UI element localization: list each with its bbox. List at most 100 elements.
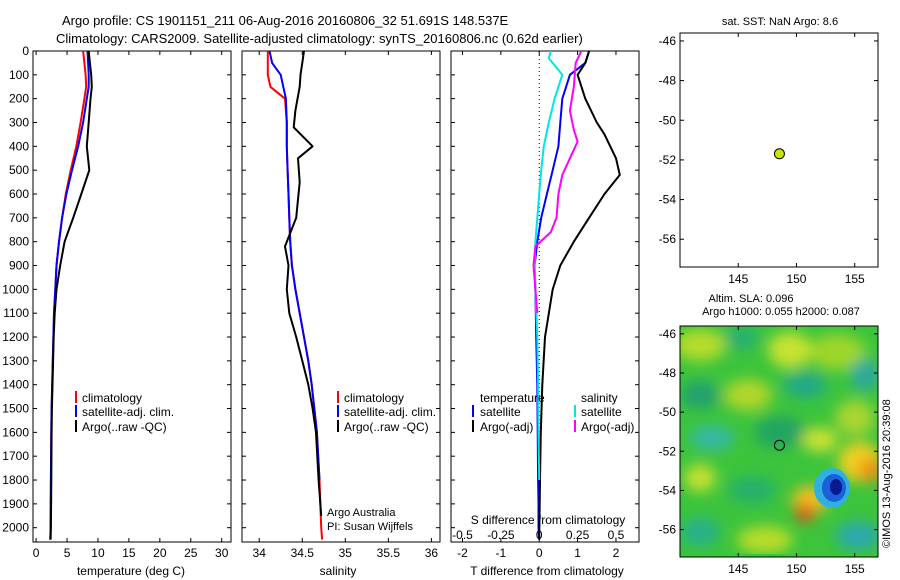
credit-timestamp: ©IMOS 13-Aug-2016 20:39:08 [881,399,893,548]
y-tick-label: 1800 [2,473,29,487]
x-tick-label: -2 [457,546,468,560]
y-tick-label: 1600 [2,425,29,439]
legend-label-argo: Argo(..raw -QC) [344,420,429,434]
x-tick-label: 30 [215,546,229,560]
series-group [532,51,621,540]
y-tick-label: 1700 [2,449,29,463]
y-tick-label: 500 [9,163,29,177]
sst-title: sat. SST: NaN Argo: 8.6 [722,16,838,28]
legend-label-climatology: climatology [82,391,142,405]
credit-pi: PI: Susan Wijffels [327,521,413,533]
y-tick-label: 1100 [3,306,29,320]
sla-title-1: Altim. SLA: 0.096 [709,293,794,305]
y-tick-label: -50 [659,405,677,419]
sla-plot: 145 150 155 -46 -48 -50 -52 -54 -56 [659,326,878,576]
x-tick-label: 145 [728,272,748,286]
series-line [533,51,564,481]
x-tick-label: 10 [91,546,105,560]
y-tick-label: 1200 [2,330,29,344]
x-tick-label: 0 [33,546,40,560]
legend-title-salinity: salinity [581,391,618,405]
credit-agency: Argo Australia [327,507,396,519]
x-tick-label: 150 [786,272,806,286]
y-tick-label: -54 [659,193,677,207]
difference-panel [450,50,640,543]
temperature-panel [32,50,232,543]
y-tick-label: -52 [659,444,677,458]
sla-map [680,326,878,557]
series-group [49,51,93,540]
x-tick-label: 145 [728,562,748,576]
x-tick-label-salinity: 0.25 [566,528,590,542]
y-tick-label: -46 [659,327,677,341]
temperature-plot: 0 5 10 15 20 25 300100200300400500600700800900… [2,44,231,560]
x-tick-label: -1 [496,546,507,560]
sla-panel [679,325,879,558]
x-tick-label: 1 [574,546,581,560]
series-line [49,51,93,540]
x-tick-label: 36 [425,546,439,560]
argo-location-marker [773,148,785,160]
figure-subtitle: Climatology: CARS2009. Satellite-adjuste… [56,31,583,46]
x-tick-label: 35.5 [377,546,401,560]
series-line [268,51,321,481]
legend-label-s-argo: Argo(-adj) [581,420,634,434]
x-tick-label: 15 [122,546,136,560]
salinity-legend: climatology satellite-adj. clim. Argo(..… [337,391,436,434]
y-tick-label: -50 [659,113,677,127]
y-tick-label: -48 [659,366,677,380]
salinity-plot: 34 34.5 35 35.5 36 [242,50,440,560]
y-tick-label: -54 [659,483,677,497]
legend-label-satellite: satellite-adj. clim. [82,405,174,419]
temperature-xlabel: temperature (deg C) [77,564,185,578]
y-tick-label: -56 [659,523,677,537]
y-tick-label: 1400 [2,378,29,392]
x-tick-label: 2 [613,546,620,560]
difference-xlabel: T difference from climatology [470,564,624,578]
y-tick-label: 1900 [2,497,29,511]
x-tick-label: 35 [339,546,353,560]
figure-title: Argo profile: CS 1901151_211 06-Aug-2016… [62,13,509,28]
y-tick-label: 1300 [2,354,29,368]
y-tick-label: 600 [9,187,29,201]
salinity-panel [241,50,441,543]
x-tick-label: 20 [153,546,167,560]
temperature-legend: climatology satellite-adj. clim. Argo(..… [75,391,174,434]
difference-legend: temperature salinity satellite Argo(-adj… [472,391,634,434]
y-tick-label: 2000 [2,521,29,535]
legend-label-t-satellite: satellite [480,405,521,419]
x-tick-label-salinity: -0.25 [487,528,515,542]
x-tick-label: 155 [845,562,865,576]
y-tick-label: 800 [9,235,29,249]
y-tick-label: -52 [659,153,677,167]
legend-label-t-argo: Argo(-adj) [480,420,533,434]
x-tick-label: 25 [184,546,198,560]
x-tick-label: 34 [253,546,267,560]
legend-label-satellite: satellite-adj. clim. [344,405,436,419]
series-line [284,51,323,516]
series-line [533,51,591,540]
y-tick-label: 900 [9,259,29,273]
legend-title-temperature: temperature [480,391,545,405]
x-tick-label: 34.5 [291,546,315,560]
argo-location-marker [773,439,785,451]
x-tick-label: 5 [64,546,71,560]
series-line [538,51,621,540]
y-tick-label: 1000 [2,282,29,296]
series-group [266,51,324,540]
series-line [532,51,583,314]
y-tick-label: 1500 [2,402,29,416]
legend-label-argo: Argo(..raw -QC) [82,420,167,434]
y-tick-label: 400 [9,139,29,153]
x-tick-label: 155 [845,272,865,286]
y-tick-label: -56 [659,232,677,246]
y-tick-label: 200 [9,92,29,106]
y-tick-label: 0 [22,44,29,58]
y-tick-label: 300 [9,116,29,130]
x-tick-label: 150 [786,562,806,576]
y-tick-label: 700 [9,211,29,225]
x-tick-label: 0 [536,546,543,560]
difference-xlabel-salinity: S difference from climatology [471,513,626,527]
